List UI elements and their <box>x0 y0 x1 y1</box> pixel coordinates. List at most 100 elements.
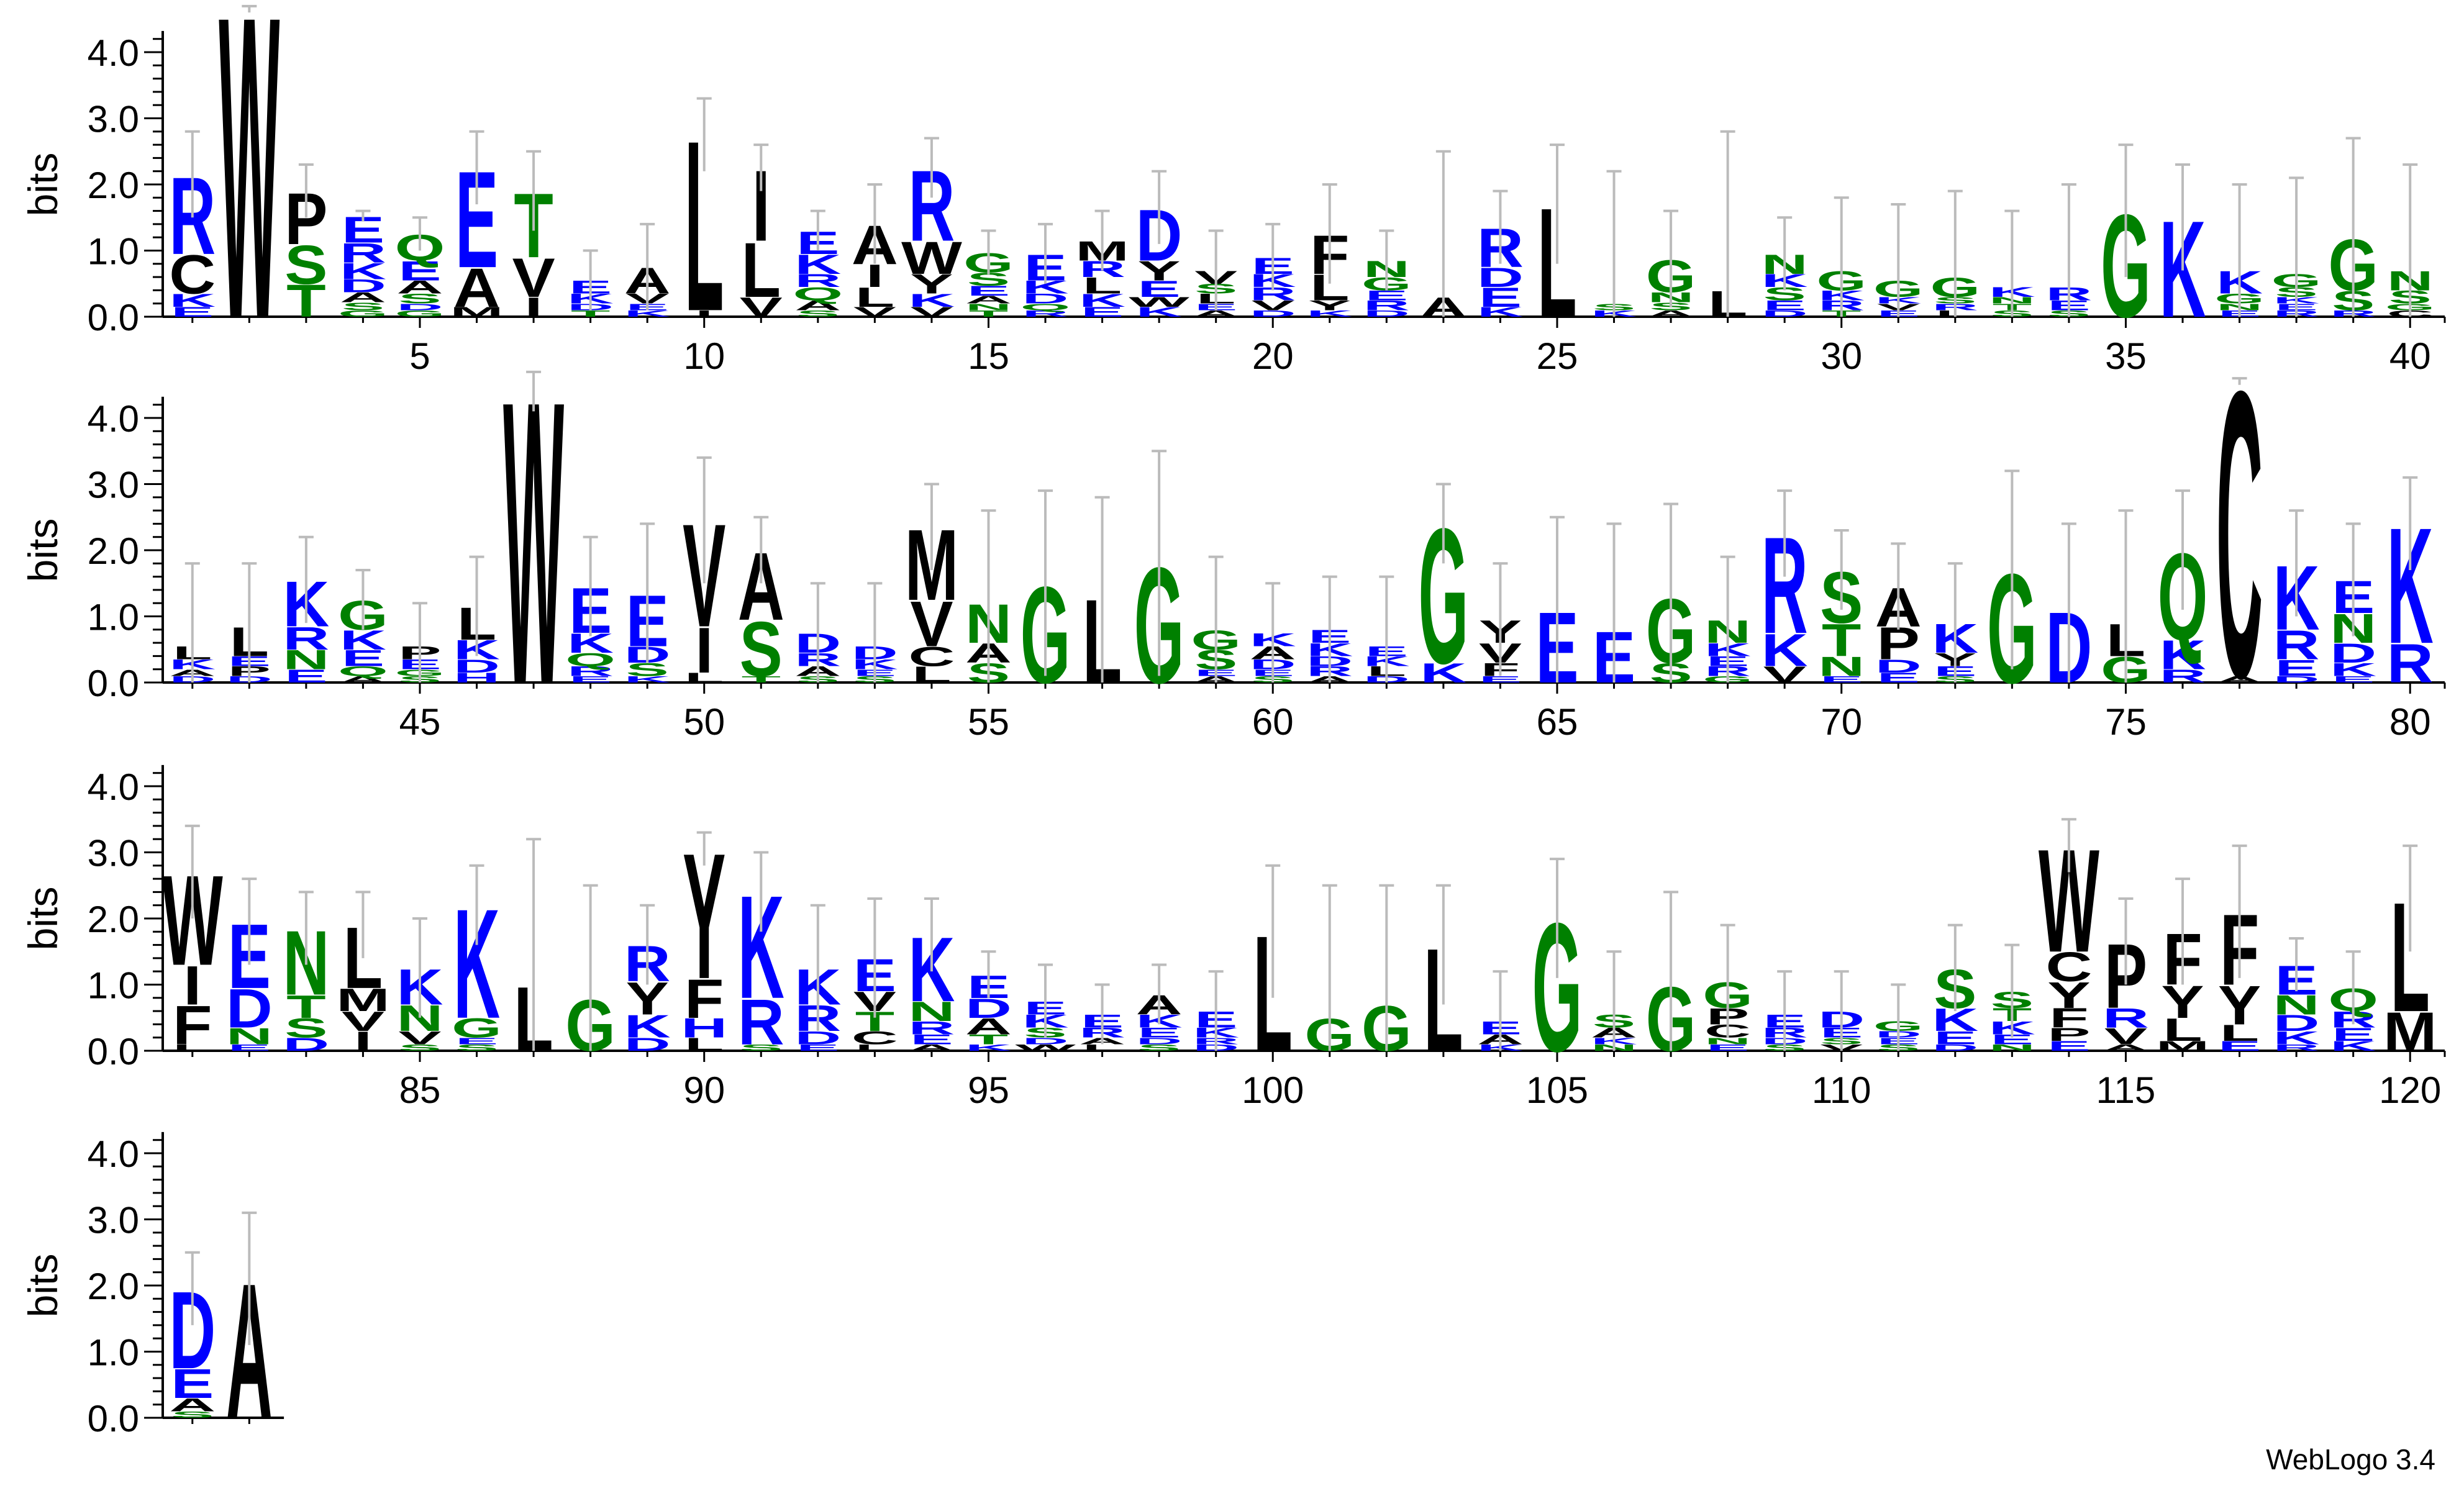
column-53: SEKD <box>852 582 898 684</box>
column-61: ARDKE <box>1306 575 1353 684</box>
residue-71-E: E <box>1877 670 1920 686</box>
residue-16-D: D <box>1022 291 1069 307</box>
column-42: DPEL <box>226 562 273 684</box>
residue-6-A: A <box>453 258 500 319</box>
residue-70-N: N <box>1818 651 1865 681</box>
residue-115-R: R <box>2103 1003 2149 1033</box>
residue-7-V: V <box>512 248 555 309</box>
row-2-y-tick-label: 3.0 <box>88 465 139 506</box>
residue-117-Y: Y <box>2218 975 2261 1036</box>
residue-89-K: K <box>624 1009 671 1045</box>
residue-50-I: I <box>695 614 713 686</box>
column-91: SRK <box>738 851 784 1058</box>
residue-43-R: R <box>283 621 329 656</box>
column-72: SEYK <box>1932 562 1978 684</box>
residue-12-R: R <box>794 271 841 291</box>
residue-86-S: S <box>455 1043 498 1053</box>
column-75: GL <box>2101 509 2151 691</box>
residue-18-E: E <box>1138 276 1181 302</box>
residue-44-A: A <box>340 674 386 685</box>
column-57: L <box>1083 496 1122 708</box>
residue-79-D: D <box>2330 638 2376 668</box>
row-2-y-axis-label: bits <box>20 519 66 583</box>
residue-96-W: W <box>1015 1043 1076 1053</box>
residue-114-Y: Y <box>2047 975 2090 1016</box>
residue-85-V: V <box>398 1028 441 1048</box>
residue-44-Q: Q <box>338 663 388 679</box>
residue-108-E: E <box>1706 1043 1749 1053</box>
residue-12-Q: Q <box>793 284 843 304</box>
residue-114-P: P <box>2047 1025 2090 1045</box>
column-6: MAE <box>450 130 504 320</box>
residue-69-V: V <box>1763 661 1806 687</box>
residue-29-E: E <box>1763 297 1806 313</box>
residue-118-N: N <box>2273 989 2320 1020</box>
column-77: AC <box>2216 306 2263 763</box>
residue-118-K: K <box>2273 1028 2320 1048</box>
column-37: ENGK <box>2214 183 2265 319</box>
column-110: VSED <box>1818 970 1865 1053</box>
column-11: VLI <box>740 143 783 322</box>
residue-116-Y: Y <box>2161 976 2204 1028</box>
residue-3-S: S <box>284 235 327 296</box>
row-1-y-tick-label: 1.0 <box>88 231 139 273</box>
residue-8-T: T <box>571 309 610 319</box>
column-10: IL <box>684 89 724 362</box>
row-2-y-tick-label: 2.0 <box>88 530 139 572</box>
residue-98-D: D <box>1136 1036 1183 1046</box>
residue-4-R: R <box>340 238 386 268</box>
residue-112-D: D <box>1932 1043 1978 1053</box>
column-106: NKAS <box>1591 950 1637 1053</box>
residue-117-L: L <box>2220 1020 2259 1046</box>
row-1-y-tick-label: 0.0 <box>88 297 139 338</box>
residue-83-S: S <box>284 1013 327 1043</box>
residue-113-N: N <box>1989 1043 2035 1053</box>
column-55: SAN <box>965 509 1012 688</box>
column-35: G <box>2101 143 2151 348</box>
residue-95-D: D <box>965 993 1012 1023</box>
column-51: TSA <box>738 515 784 693</box>
residue-43-N: N <box>283 645 329 675</box>
column-60: SEDAK <box>1250 582 1296 684</box>
residue-70-E: E <box>1820 674 1863 685</box>
residue-24-K: K <box>1477 304 1524 320</box>
column-122: A <box>226 1211 273 1459</box>
x-tick-label-20: 20 <box>1252 335 1294 377</box>
residue-9-K: K <box>624 309 671 319</box>
column-67: SG <box>1646 502 1696 688</box>
residue-86-G: G <box>452 1013 502 1043</box>
residue-116-L: L <box>2163 1012 2202 1048</box>
residue-14-W: W <box>901 232 962 284</box>
row-3-y-axis-label: bits <box>20 887 66 951</box>
residue-94-E: E <box>910 1032 953 1047</box>
residue-19-A: A <box>1193 309 1239 319</box>
column-80: RK <box>2387 476 2434 694</box>
residue-70-T: T <box>1822 615 1861 666</box>
residue-44-E: E <box>342 645 384 671</box>
residue-95-A: A <box>965 1014 1012 1040</box>
residue-24-D: D <box>1477 262 1524 292</box>
residue-22-E: E <box>1365 288 1408 303</box>
residue-54-V: V <box>910 588 953 660</box>
residue-48-R: R <box>567 663 614 679</box>
residue-4-A: A <box>340 289 386 305</box>
column-7: IVT <box>512 150 555 322</box>
residue-90-F: F <box>684 969 724 1030</box>
residue-114-C: C <box>2045 945 2092 991</box>
residue-121-S: S <box>171 1410 214 1420</box>
column-31: EVKG <box>1873 202 1924 319</box>
row-2-y-tick-label: 1.0 <box>88 597 139 638</box>
